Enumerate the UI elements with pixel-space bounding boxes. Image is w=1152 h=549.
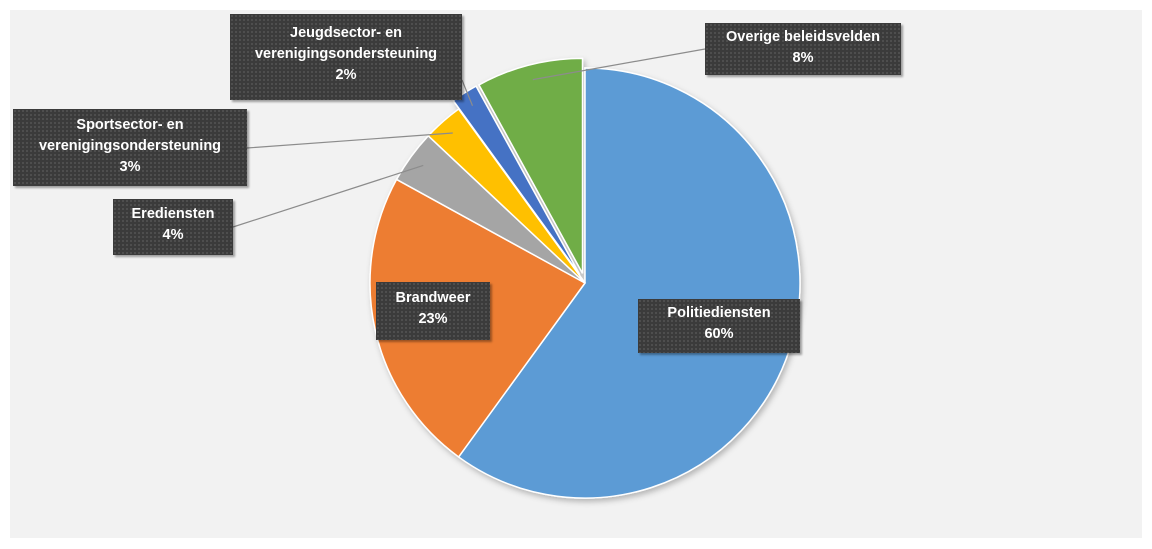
label-erediensten: Erediensten 4%: [113, 199, 233, 255]
label-sportsector-value: 3%: [119, 159, 141, 175]
label-erediensten-value: 4%: [162, 227, 184, 243]
slice-jeugdsector: [452, 85, 581, 275]
label-brandweer-value: 23%: [418, 311, 448, 327]
label-overige-name: Overige beleidsvelden: [726, 29, 880, 45]
label-jeugdsector: Jeugdsector- en verenigingsondersteuning…: [230, 14, 462, 100]
slice-overige: [477, 57, 584, 274]
label-sportsector: Sportsector- en verenigingsondersteuning…: [13, 109, 247, 186]
chart-area: Politiediensten 60% Brandweer 23% Eredie…: [10, 10, 1142, 538]
leader-sportsector: [246, 132, 453, 149]
label-overige-value: 8%: [792, 50, 814, 66]
label-jeugdsector-name-2: verenigingsondersteuning: [254, 46, 438, 62]
label-politiediensten-name: Politiediensten: [667, 305, 771, 321]
label-overige: Overige beleidsvelden 8%: [705, 23, 901, 75]
label-brandweer: Brandweer 23%: [376, 282, 490, 340]
leader-jeugdsector: [461, 79, 474, 106]
label-sportsector-name-1: Sportsector- en: [76, 117, 184, 133]
label-erediensten-name: Erediensten: [131, 206, 215, 222]
leader-overige: [532, 48, 706, 81]
label-politiediensten: Politiediensten 60%: [638, 299, 800, 353]
label-brandweer-name: Brandweer: [395, 290, 471, 306]
leader-erediensten: [232, 164, 424, 228]
label-politiediensten-value: 60%: [704, 326, 734, 342]
label-jeugdsector-name-1: Jeugdsector- en: [290, 25, 402, 41]
label-jeugdsector-value: 2%: [335, 67, 357, 83]
pie-chart: [232, 48, 801, 499]
label-sportsector-name-2: verenigingsondersteuning: [38, 138, 222, 154]
